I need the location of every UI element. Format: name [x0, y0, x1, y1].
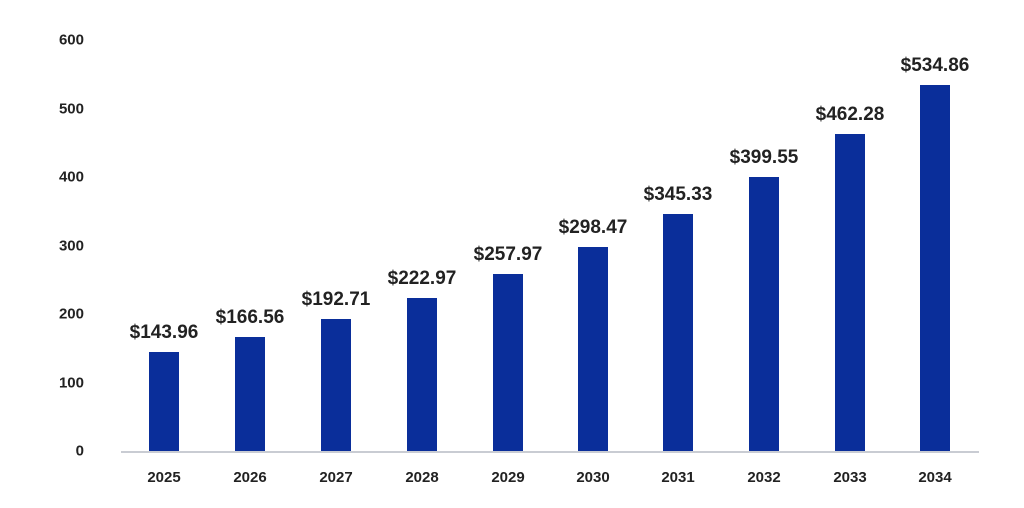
x-axis-tick-label: 2026 — [233, 469, 267, 486]
bar-2028 — [407, 298, 437, 451]
y-axis-tick-label: 300 — [58, 237, 84, 254]
y-axis-tick-label: 200 — [58, 305, 84, 323]
bar-value-label: $192.71 — [301, 288, 371, 310]
bar-value-label: $298.47 — [558, 216, 628, 238]
y-axis-tick-label: 0 — [75, 442, 84, 460]
bar-value-label: $222.97 — [387, 268, 457, 290]
bar-value-label: $166.56 — [215, 306, 285, 328]
x-axis-tick-label: 2031 — [661, 469, 695, 486]
y-axis-tick-label: 100 — [58, 374, 84, 391]
bar-2032 — [749, 177, 779, 451]
bar-2031 — [663, 214, 693, 451]
bar-value-label: $399.55 — [729, 147, 799, 169]
bar-2026 — [235, 336, 265, 451]
y-axis-tick-label: 500 — [58, 100, 84, 117]
x-axis-tick-label: 2033 — [833, 469, 867, 486]
bar-value-label: $534.86 — [900, 54, 970, 76]
bar-2034 — [920, 84, 950, 451]
x-axis-tick-label: 2029 — [491, 469, 525, 486]
x-axis-tick-label: 2032 — [747, 469, 781, 486]
x-axis-tick-label: 2034 — [918, 469, 952, 486]
y-axis-tick-label: 600 — [58, 31, 84, 49]
bar-2030 — [578, 246, 608, 451]
bar-value-label: $345.33 — [643, 184, 713, 206]
x-axis-tick-label: 2028 — [405, 469, 439, 486]
bar-2029 — [493, 274, 523, 451]
bar-2027 — [321, 318, 351, 451]
x-axis-tick-label: 2027 — [319, 469, 353, 486]
bar-value-label: $257.97 — [473, 244, 543, 266]
x-axis-line — [121, 451, 979, 453]
y-axis-tick-label: 400 — [58, 168, 84, 186]
bar-value-label: $462.28 — [815, 104, 885, 126]
x-axis-tick-label: 2025 — [147, 469, 181, 486]
bar-2025 — [149, 352, 179, 451]
bar-value-label: $143.96 — [129, 322, 199, 344]
x-axis-tick-label: 2030 — [576, 469, 610, 486]
bar-2033 — [835, 134, 865, 451]
